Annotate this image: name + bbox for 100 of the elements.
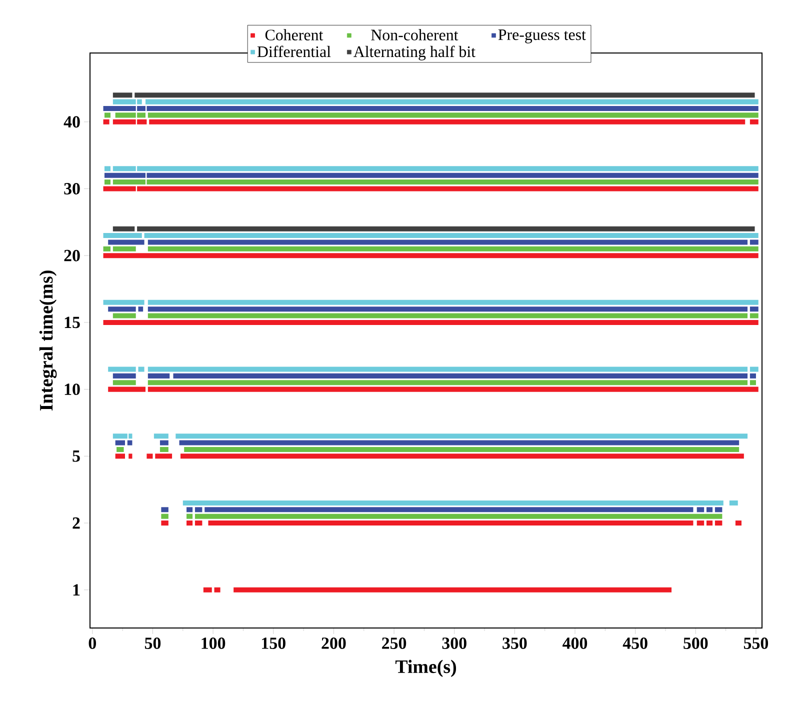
bar <box>714 520 722 526</box>
bar <box>176 434 748 439</box>
bar <box>112 313 136 318</box>
bar <box>108 366 136 372</box>
y-tick-label: 10 <box>64 384 80 396</box>
legend-label: Non-coherent <box>371 29 458 40</box>
bar <box>103 253 758 258</box>
bar <box>155 454 172 459</box>
x-tick-label: 300 <box>442 638 466 649</box>
bar <box>184 446 740 452</box>
y-tick-label: 2 <box>72 517 80 529</box>
x-tick-label: 500 <box>684 638 708 649</box>
bar <box>149 119 746 124</box>
x-tick-label: 550 <box>744 638 768 649</box>
legend-label: Pre-guess test <box>498 29 586 44</box>
bar <box>750 240 758 245</box>
bar <box>160 446 168 452</box>
y-tick-label: 20 <box>64 250 80 262</box>
x-tick-label: 400 <box>562 638 588 649</box>
bar <box>108 306 136 312</box>
bar <box>148 380 748 386</box>
bar <box>214 587 220 592</box>
bar <box>160 440 168 446</box>
bar <box>234 587 672 592</box>
bar <box>103 300 144 305</box>
bar <box>148 386 758 392</box>
bar <box>186 514 193 519</box>
bar <box>127 440 132 446</box>
x-tick-label: 50 <box>144 638 161 649</box>
bar <box>146 454 153 459</box>
bar <box>112 373 136 378</box>
bar <box>750 119 758 124</box>
bar <box>182 500 724 506</box>
x-tick-label: 150 <box>262 638 286 649</box>
bar <box>750 306 758 312</box>
bar <box>112 380 136 386</box>
bar <box>194 507 202 512</box>
bar <box>161 514 168 519</box>
bar <box>194 520 202 526</box>
bar <box>706 507 713 512</box>
bar <box>154 434 168 439</box>
bar <box>148 366 748 372</box>
bar <box>103 246 111 252</box>
bar <box>137 226 755 232</box>
bar <box>104 180 111 185</box>
x-tick-label: 200 <box>322 638 346 649</box>
bar <box>750 373 756 378</box>
x-tick-label: 350 <box>502 638 527 649</box>
bar <box>696 507 704 512</box>
bar <box>108 386 146 392</box>
bar <box>204 507 694 512</box>
bar <box>161 507 168 512</box>
bar <box>735 520 742 526</box>
y-tick-label: 15 <box>64 316 80 328</box>
bar <box>112 226 135 232</box>
bar <box>148 300 758 305</box>
bar <box>729 500 738 506</box>
bar <box>148 112 758 118</box>
x-tick-label: 100 <box>202 638 226 649</box>
bar <box>148 313 748 318</box>
bar <box>145 99 758 104</box>
bar <box>138 366 144 372</box>
bar <box>108 240 144 245</box>
bar <box>208 520 694 526</box>
x-tick-label: 450 <box>622 638 648 649</box>
x-tick-label: 250 <box>382 638 406 649</box>
y-tick-label: 30 <box>64 183 80 194</box>
bar <box>148 246 758 252</box>
bar <box>186 507 193 512</box>
bar <box>115 454 125 459</box>
legend-label: Differential <box>257 46 331 58</box>
bar <box>706 520 713 526</box>
bar <box>112 246 136 252</box>
bar <box>179 440 740 446</box>
bar <box>112 92 132 98</box>
bar <box>161 520 168 526</box>
bar <box>750 313 758 318</box>
bar <box>104 166 111 172</box>
bar <box>128 454 132 459</box>
bar <box>115 440 125 446</box>
bar <box>134 92 755 98</box>
x-tick-label: 0 <box>88 638 96 649</box>
bar <box>203 587 212 592</box>
legend-label: Alternating half bit <box>354 46 476 60</box>
bar <box>138 306 144 312</box>
bar <box>180 454 744 459</box>
bar <box>714 507 722 512</box>
bar <box>104 112 111 118</box>
bar <box>194 514 722 519</box>
bar <box>144 233 758 238</box>
y-axis-title: Integral time(ms) <box>39 270 57 411</box>
bar <box>186 520 193 526</box>
y-tick-label: 40 <box>64 116 80 128</box>
bar <box>103 320 758 325</box>
bar <box>750 380 756 386</box>
bar <box>103 119 110 124</box>
bar <box>148 306 748 312</box>
bar <box>148 373 170 378</box>
bar <box>696 520 704 526</box>
legend-label: Coherent <box>265 29 324 40</box>
